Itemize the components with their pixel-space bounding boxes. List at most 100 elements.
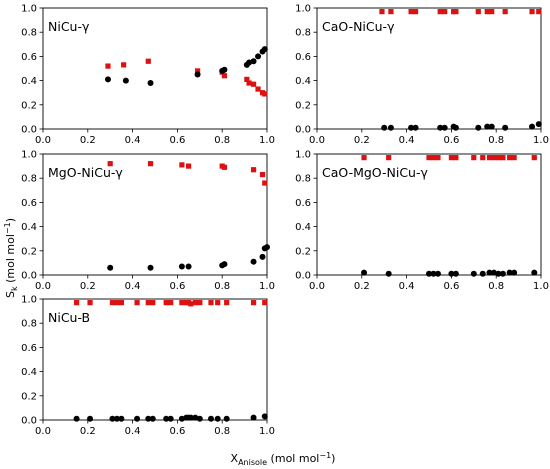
data-point-circle	[147, 264, 154, 271]
x-axis-title-close: )	[331, 452, 335, 465]
data-point-square	[262, 180, 268, 186]
y-tick-label: 0.0	[295, 271, 311, 282]
y-tick-label: 0.0	[21, 125, 37, 136]
data-point-square	[529, 9, 535, 15]
panels: 0.0 0.2 0.4 0.6 0.8 1.0 0.0 0.2 0.4 0.6 0.8 1.0 NiCu…	[21, 4, 549, 438]
x-tick-label: 0.2	[354, 135, 370, 146]
y-tick-label: 0.8	[295, 174, 311, 185]
y-tick-label: 0.4	[21, 222, 37, 233]
data-point-circle	[434, 270, 441, 277]
data-point-circle	[452, 124, 459, 131]
data-point-square	[250, 300, 257, 306]
data-point-circle	[437, 124, 444, 131]
data-point-square	[197, 300, 203, 306]
y-tick-label: 1.0	[295, 150, 311, 161]
data-point-square	[255, 86, 261, 92]
x-axis-title-sub: Anisole	[238, 458, 267, 467]
data-point-square	[480, 155, 486, 161]
data-point-square	[244, 76, 250, 82]
data-point-square	[259, 171, 266, 178]
data-point-circle	[381, 124, 388, 131]
panel-label: MgO-NiCu-γ	[48, 165, 123, 180]
data-point-circle	[495, 270, 502, 277]
x-axis-title-units: (mol mol	[267, 452, 319, 465]
y-tick-label: 0.0	[295, 125, 311, 136]
x-tick-label: 0.8	[214, 426, 230, 437]
data-point-square	[224, 300, 230, 306]
plot-frame	[316, 153, 542, 276]
data-point-square	[179, 162, 185, 168]
panel-label: CaO-NiCu-γ	[322, 19, 395, 34]
data-point-circle	[502, 124, 509, 131]
data-point-circle	[221, 66, 228, 73]
data-point-circle	[187, 414, 194, 421]
x-tick-label: 0.8	[214, 135, 230, 146]
plot-frame	[42, 298, 268, 421]
panel-label: CaO-MgO-NiCu-γ	[322, 165, 428, 180]
data-point-circle	[134, 415, 141, 422]
data-point-circle	[448, 270, 455, 277]
y-tick-label: 0.6	[295, 198, 311, 209]
data-point-square	[511, 155, 517, 161]
data-point-square	[489, 9, 495, 15]
panel-label: NiCu-γ	[48, 19, 90, 34]
y-tick-label: 1.0	[295, 4, 311, 15]
x-tick-label: 0.0	[309, 135, 325, 146]
data-point-square	[215, 300, 221, 306]
data-point-square	[221, 164, 228, 170]
x-tick-label: 0.4	[399, 135, 415, 146]
x-tick-label: 0.2	[80, 426, 96, 437]
x-axis-title-sup: −1	[319, 451, 331, 460]
data-point-square	[194, 68, 201, 74]
data-point-square	[208, 300, 214, 306]
data-point-circle	[250, 414, 257, 421]
data-point-square	[491, 155, 497, 161]
data-point-circle	[531, 269, 538, 276]
data-point-circle	[163, 415, 170, 422]
data-point-square	[262, 91, 268, 97]
data-point-circle	[194, 71, 201, 78]
y-axis-title-sub: k	[10, 286, 19, 291]
data-point-circle	[535, 121, 542, 128]
data-point-square	[453, 9, 459, 15]
x-tick-label: 1.0	[259, 426, 275, 437]
y-tick-label: 1.0	[21, 295, 37, 306]
data-point-circle	[104, 76, 111, 83]
plot-frame	[42, 153, 268, 276]
data-point-circle	[412, 124, 419, 131]
data-point-circle	[145, 415, 152, 422]
data-point-square	[150, 300, 156, 306]
y-tick-label: 0.6	[21, 343, 37, 354]
data-point-square	[188, 301, 194, 307]
data-point-circle	[185, 263, 192, 270]
y-tick-label: 0.6	[21, 198, 37, 209]
data-point-circle	[250, 58, 257, 65]
data-point-square	[484, 9, 490, 15]
data-point-square	[163, 300, 169, 306]
y-tick-label: 0.8	[21, 319, 37, 330]
data-point-circle	[484, 123, 491, 130]
panel-5: 0.0 0.2 0.4 0.6 0.8 1.0 0.0 0.2 0.4 0.6 0.8 1.0 NiCu…	[21, 295, 275, 438]
data-point-square	[388, 9, 394, 15]
data-point-circle	[261, 413, 268, 420]
data-point-circle	[475, 124, 482, 131]
y-tick-label: 0.2	[295, 100, 311, 111]
data-point-circle	[87, 415, 94, 422]
data-point-square	[107, 161, 113, 167]
data-point-circle	[223, 415, 230, 422]
x-tick-label: 0.6	[169, 281, 185, 292]
data-point-square	[121, 62, 127, 68]
data-point-square	[495, 155, 502, 161]
data-point-circle	[261, 46, 268, 53]
data-point-square	[536, 9, 542, 15]
x-tick-label: 0.4	[125, 281, 141, 292]
data-point-circle	[214, 415, 221, 422]
panel-4: 0.0 0.2 0.4 0.6 0.8 1.0 0.0 0.2 0.4 0.6 0.8 1.0 CaO-…	[295, 150, 549, 293]
data-point-circle	[511, 269, 518, 276]
data-point-circle	[499, 270, 506, 277]
data-point-circle	[167, 415, 174, 422]
plot-frame	[42, 7, 268, 130]
x-tick-label: 0.0	[35, 281, 51, 292]
y-tick-label: 0.8	[295, 28, 311, 39]
x-tick-label: 1.0	[533, 281, 549, 292]
